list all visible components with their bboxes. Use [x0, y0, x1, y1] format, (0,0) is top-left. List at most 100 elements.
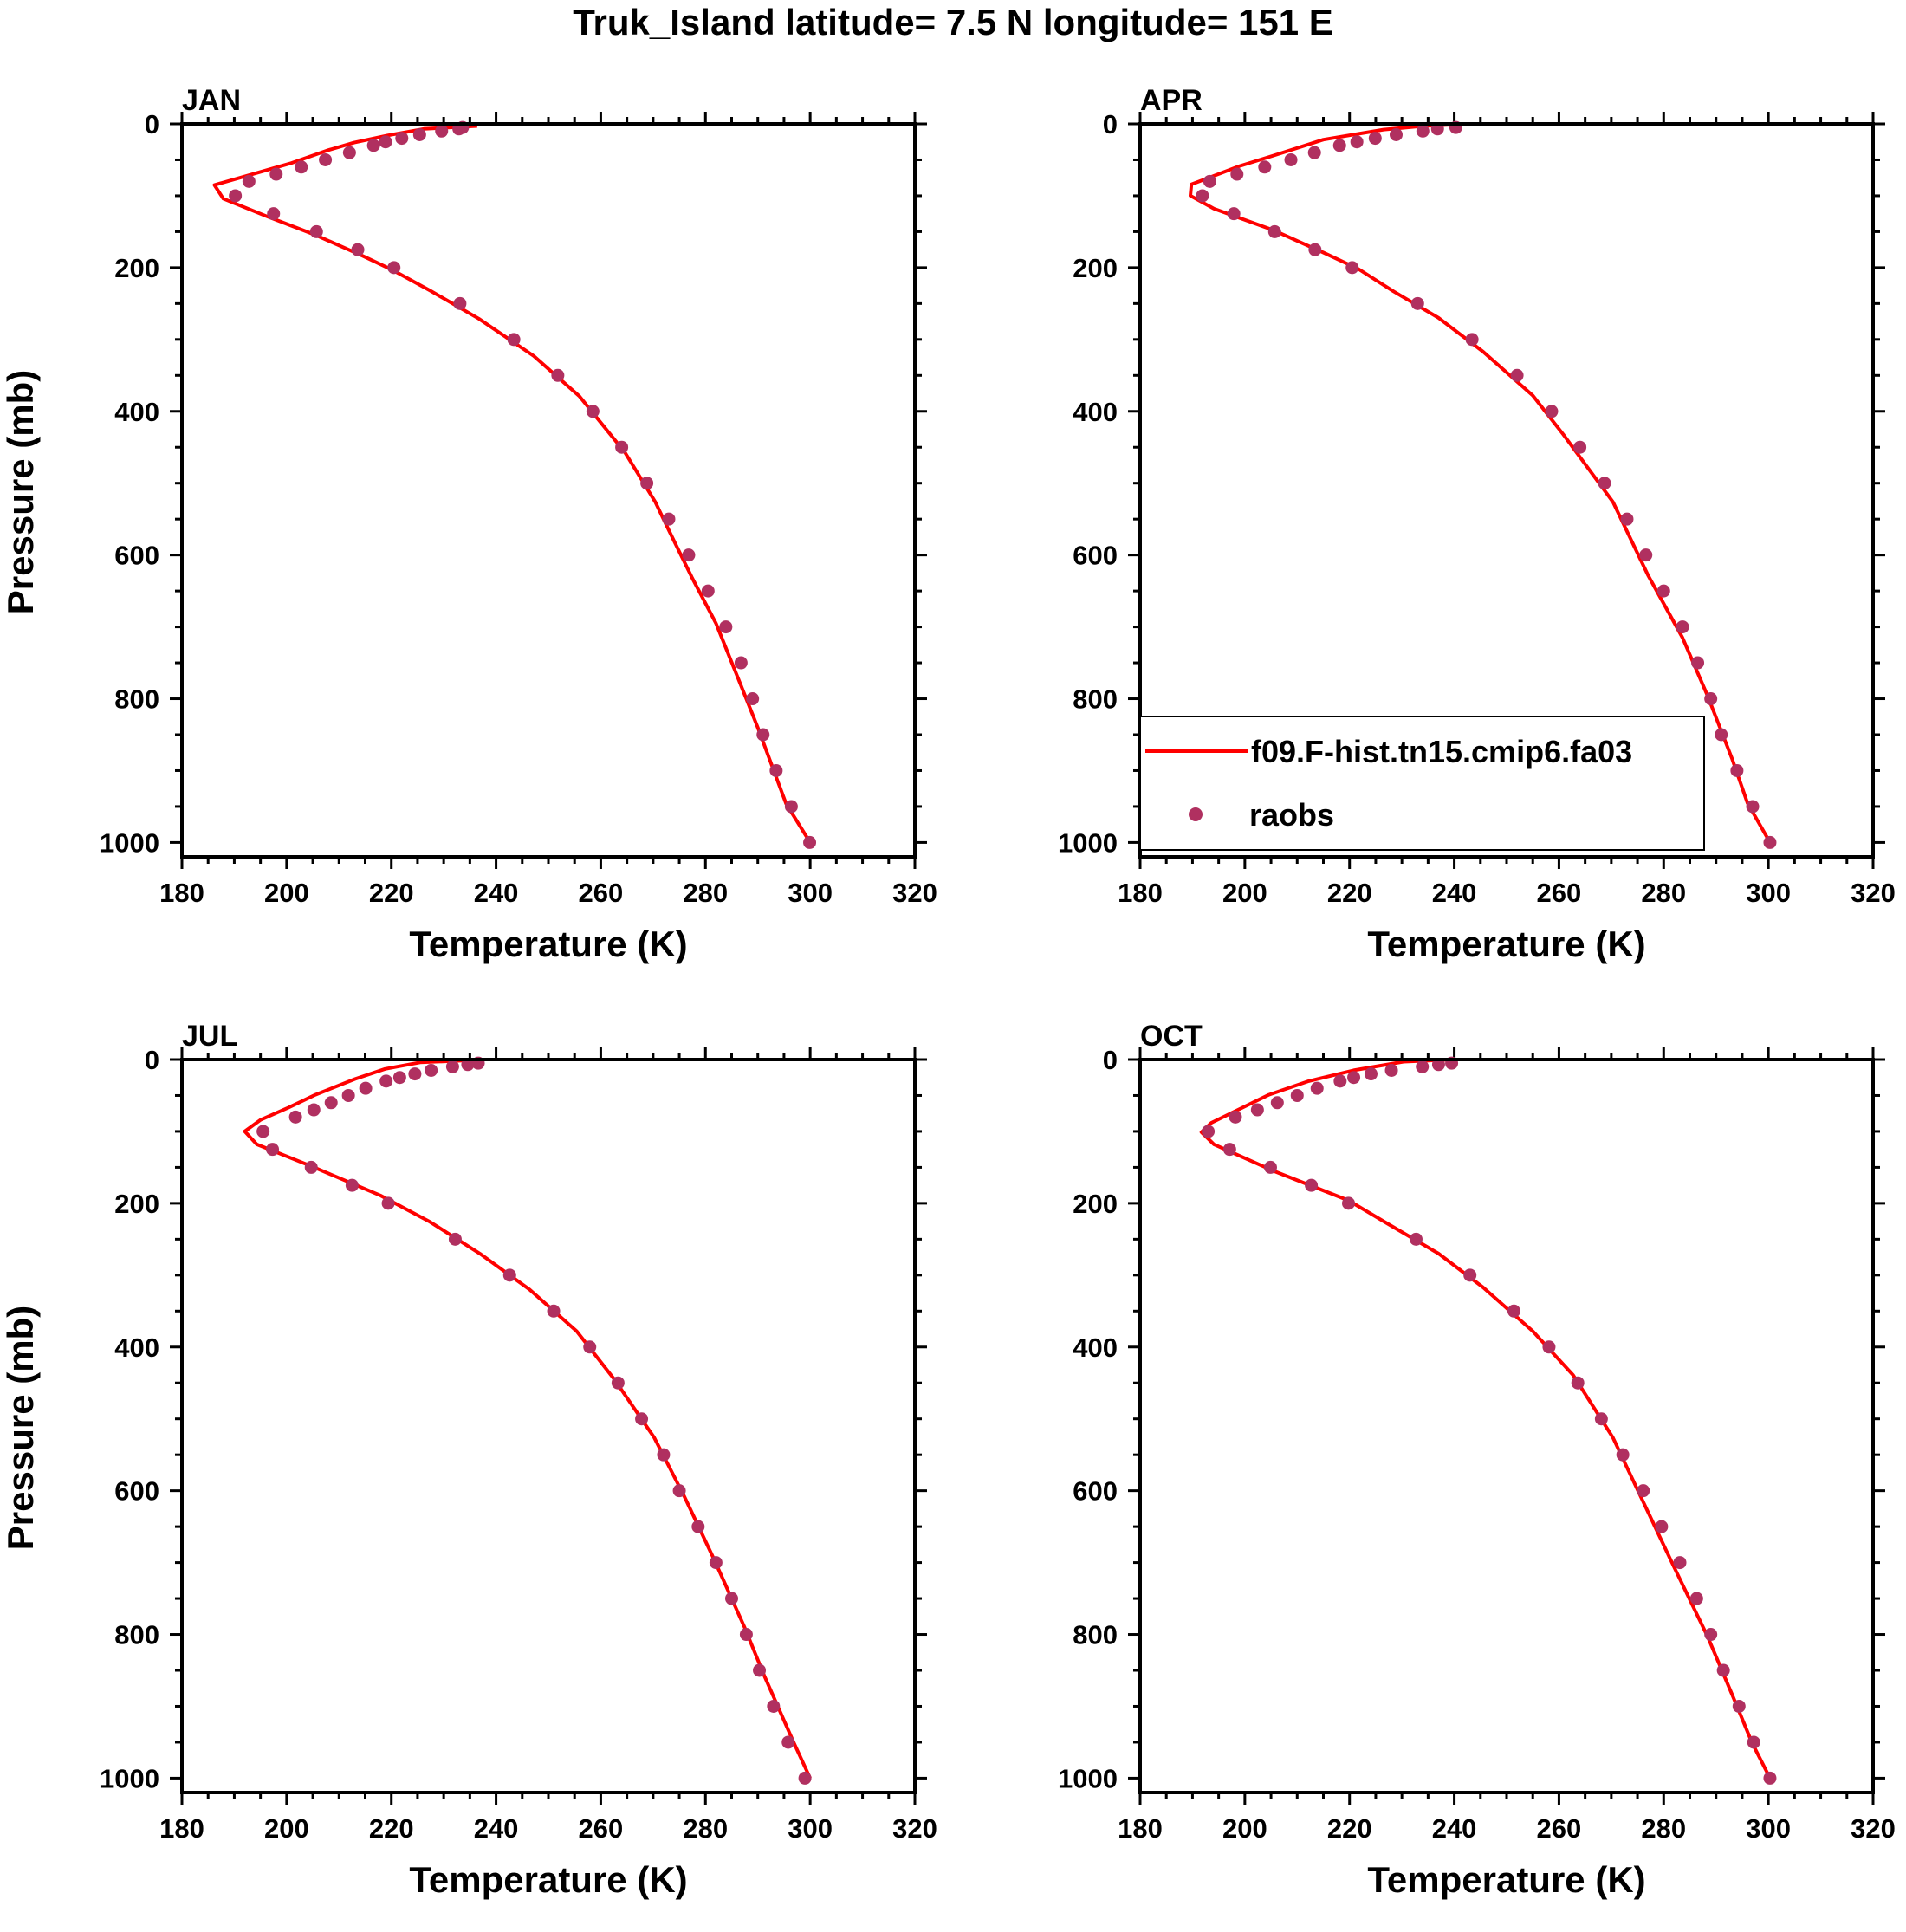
raobs-point	[1389, 127, 1403, 141]
raobs-point	[1571, 1376, 1585, 1390]
panel-jul: JUL 180 200 220 240 260 280 300 320 0 200 400 600 800…	[0, 1020, 937, 1900]
legend-label-raobs: raobs	[1249, 797, 1334, 833]
raobs-point	[319, 152, 333, 166]
x-tick-label: 220	[1327, 878, 1372, 908]
raobs-point	[1305, 1178, 1319, 1192]
x-tick-label: 240	[474, 1813, 519, 1844]
raobs-point	[295, 160, 308, 174]
raobs-point	[798, 1771, 812, 1785]
y-tick-label: 0	[145, 1045, 159, 1075]
raobs-point	[1284, 152, 1298, 166]
raobs-point	[1763, 835, 1777, 849]
raobs-point	[1310, 1081, 1324, 1095]
raobs-point	[1230, 167, 1244, 181]
raobs-point	[1691, 656, 1705, 670]
raobs-point	[719, 620, 733, 634]
raobs-point	[1258, 160, 1272, 174]
raobs-point	[1263, 1160, 1277, 1174]
y-tick-label: 800	[114, 1620, 159, 1650]
raobs-point	[1673, 1556, 1687, 1570]
y-tick-label: 200	[114, 1189, 159, 1219]
raobs-point	[345, 1178, 359, 1192]
raobs-point	[1267, 224, 1281, 238]
x-tick-label: 300	[1746, 1813, 1791, 1844]
chart-title: Truk_Island latitude= 7.5 N longitude= 1…	[573, 2, 1333, 42]
y-tick-label: 800	[114, 684, 159, 715]
raobs-point	[635, 1412, 649, 1426]
raobs-point	[502, 1268, 516, 1282]
raobs-point	[615, 440, 629, 454]
x-axis-title: Temperature (K)	[1367, 1859, 1645, 1900]
raobs-point	[266, 1143, 280, 1157]
raobs-point	[739, 1628, 753, 1642]
x-tick-label: 180	[159, 1813, 204, 1844]
raobs-point	[551, 368, 565, 382]
raobs-point	[269, 167, 283, 181]
raobs-point	[242, 174, 256, 188]
x-tick-label: 220	[369, 1813, 414, 1844]
raobs-point	[1270, 1096, 1284, 1110]
x-tick-label: 180	[1118, 1813, 1163, 1844]
x-tick-label: 180	[159, 878, 204, 908]
panel-apr: APR 180 200 220 240 260 280 300 320 0 200 400 600 800…	[1058, 84, 1896, 964]
raobs-point	[324, 1096, 338, 1110]
raobs-point	[387, 261, 401, 275]
raobs-point	[256, 1125, 270, 1138]
legend-label-model: f09.F-hist.tn15.cmip6.fa03	[1251, 734, 1632, 769]
raobs-point	[1409, 1232, 1423, 1246]
raobs-point	[1594, 1412, 1608, 1426]
raobs-point	[1342, 1196, 1356, 1210]
x-tick-label: 200	[264, 1813, 309, 1844]
raobs-point	[1307, 146, 1321, 159]
raobs-point	[379, 1074, 393, 1088]
model-line	[1199, 1058, 1772, 1780]
x-tick-label: 200	[264, 878, 309, 908]
raobs-point	[1616, 1448, 1630, 1462]
raobs-point	[453, 296, 467, 310]
raobs-point	[351, 243, 365, 256]
raobs-point	[408, 1067, 422, 1081]
y-tick-label: 1000	[100, 827, 159, 858]
plot-frame	[1138, 1058, 1875, 1794]
raobs-point	[1227, 207, 1241, 221]
raobs-point	[753, 1663, 767, 1677]
raobs-point	[1655, 1520, 1669, 1533]
y-tick-label: 800	[1073, 1620, 1118, 1650]
y-tick-label: 400	[114, 397, 159, 427]
raobs-point	[746, 692, 760, 706]
raobs-point	[672, 1484, 686, 1498]
raobs-point	[611, 1376, 625, 1390]
raobs-point	[392, 1071, 406, 1085]
raobs-point	[657, 1448, 671, 1462]
y-tick-label: 800	[1073, 684, 1118, 715]
y-tick-label: 0	[1103, 109, 1118, 139]
raobs-point	[583, 1340, 597, 1354]
raobs-point	[1222, 1143, 1236, 1157]
x-tick-label: 280	[683, 878, 728, 908]
x-tick-label: 180	[1118, 878, 1163, 908]
x-tick-label: 260	[579, 878, 624, 908]
legend: f09.F-hist.tn15.cmip6.fa03 raobs	[1139, 716, 1705, 851]
y-tick-label: 600	[1073, 541, 1118, 571]
raobs-point	[1704, 692, 1718, 706]
x-tick-label: 300	[788, 1813, 833, 1844]
raobs-point	[1364, 1067, 1378, 1081]
y-tick-label: 400	[1073, 1332, 1118, 1363]
raobs-point	[1416, 1060, 1430, 1073]
raobs-point	[1715, 728, 1728, 742]
raobs-point	[366, 139, 380, 152]
raobs-point	[1416, 124, 1430, 138]
x-tick-label: 220	[369, 878, 414, 908]
x-tick-label: 200	[1222, 1813, 1267, 1844]
raobs-point	[1507, 1304, 1520, 1318]
raobs-point	[756, 728, 770, 742]
raobs-point	[1639, 548, 1653, 562]
raobs-point	[1704, 1628, 1718, 1642]
x-tick-label: 280	[683, 1813, 728, 1844]
x-axis-title: Temperature (K)	[409, 924, 687, 964]
raobs-point	[784, 800, 798, 814]
raobs-point	[341, 1088, 355, 1102]
raobs-point	[412, 127, 426, 141]
raobs-point	[640, 477, 654, 490]
raobs-point	[1620, 512, 1634, 526]
